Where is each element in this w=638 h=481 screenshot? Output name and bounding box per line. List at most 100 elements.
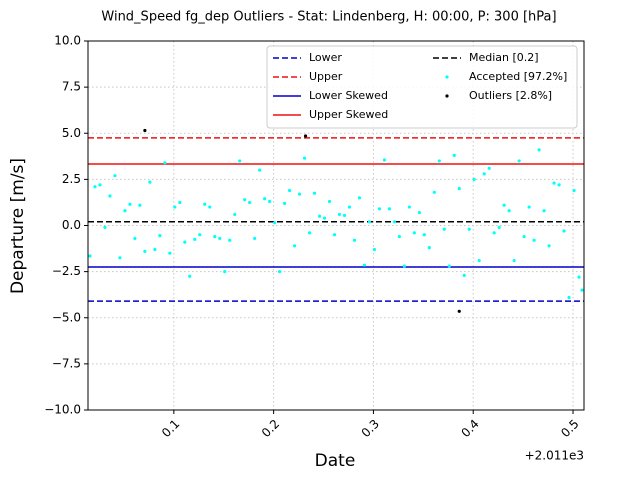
chart-title: Wind_Speed fg_dep Outliers - Stat: Linde… (101, 10, 556, 25)
point (502, 203, 506, 207)
point (108, 194, 112, 198)
x-axis-label: Date (315, 451, 356, 471)
point (312, 191, 317, 195)
point (113, 174, 117, 178)
point (452, 153, 456, 157)
point (287, 188, 292, 193)
legend-swatch (445, 75, 449, 79)
point (133, 236, 137, 241)
point (278, 270, 282, 274)
point (243, 198, 247, 202)
x-tick-label: 0.4 (458, 417, 481, 440)
plot-frame (87, 40, 585, 411)
legend-label: Lower Skewed (309, 89, 388, 102)
point (303, 134, 308, 138)
point (417, 210, 421, 215)
y-tick-label: 7.5 (62, 80, 81, 94)
point (93, 185, 97, 189)
point (382, 158, 387, 162)
point (188, 274, 192, 278)
point (512, 258, 516, 263)
point (457, 187, 461, 191)
y-tick-label: 2.5 (62, 172, 81, 186)
point (562, 229, 566, 233)
point (173, 205, 177, 209)
point (497, 225, 501, 229)
point (253, 236, 257, 241)
point (292, 244, 297, 248)
point (307, 231, 312, 235)
point (577, 275, 581, 279)
point (223, 270, 227, 274)
point (477, 258, 481, 263)
point (128, 202, 132, 206)
point (387, 207, 391, 211)
point (517, 159, 521, 163)
point (238, 159, 242, 163)
point (462, 273, 466, 277)
point (532, 238, 536, 242)
point (467, 227, 471, 231)
point (283, 201, 287, 205)
legend-label: Outliers [2.8%] (469, 89, 552, 102)
point (537, 148, 541, 152)
point (198, 233, 202, 237)
point (193, 237, 197, 241)
point (432, 190, 436, 194)
y-tick-label: 5.0 (62, 126, 81, 140)
point (258, 168, 262, 172)
y-tick-label: −7.5 (52, 356, 81, 370)
point (367, 220, 372, 224)
point (567, 295, 571, 300)
point (143, 249, 147, 253)
point (103, 225, 107, 229)
point (327, 199, 332, 204)
point (397, 234, 401, 239)
point (263, 197, 267, 201)
y-axis-label: Departure [m/s] (8, 158, 28, 294)
point (153, 247, 157, 252)
point (213, 234, 217, 239)
point (268, 199, 272, 204)
point (357, 196, 362, 200)
point (457, 309, 461, 313)
point (148, 180, 152, 184)
point (203, 202, 207, 206)
point (442, 227, 446, 231)
point (482, 172, 486, 176)
point (332, 233, 337, 237)
point (248, 200, 252, 205)
point (352, 238, 357, 242)
point (233, 212, 237, 217)
x-tick-label: 0.1 (159, 417, 182, 440)
point (422, 233, 426, 237)
legend-label: Lower (309, 51, 342, 64)
point (138, 203, 142, 207)
point (522, 234, 526, 239)
point (228, 238, 232, 242)
point (362, 263, 367, 267)
point (580, 288, 584, 292)
legend-swatch (445, 94, 449, 98)
y-tick-label: 10.0 (54, 34, 81, 48)
point (88, 254, 92, 258)
point (392, 220, 396, 224)
point (527, 205, 531, 209)
point (297, 192, 302, 196)
point (447, 264, 451, 268)
point (557, 183, 561, 187)
point (322, 216, 327, 220)
point (412, 231, 416, 235)
point (402, 264, 406, 268)
point (302, 156, 307, 160)
point (377, 207, 382, 211)
point (407, 205, 411, 209)
point (427, 246, 431, 250)
point (372, 247, 377, 252)
point (218, 236, 222, 241)
point (492, 231, 496, 235)
point (552, 181, 556, 185)
y-tick-label: −10.0 (44, 403, 81, 417)
y-tick-label: −2.5 (52, 264, 81, 278)
x-tick-label: 0.3 (359, 417, 382, 440)
